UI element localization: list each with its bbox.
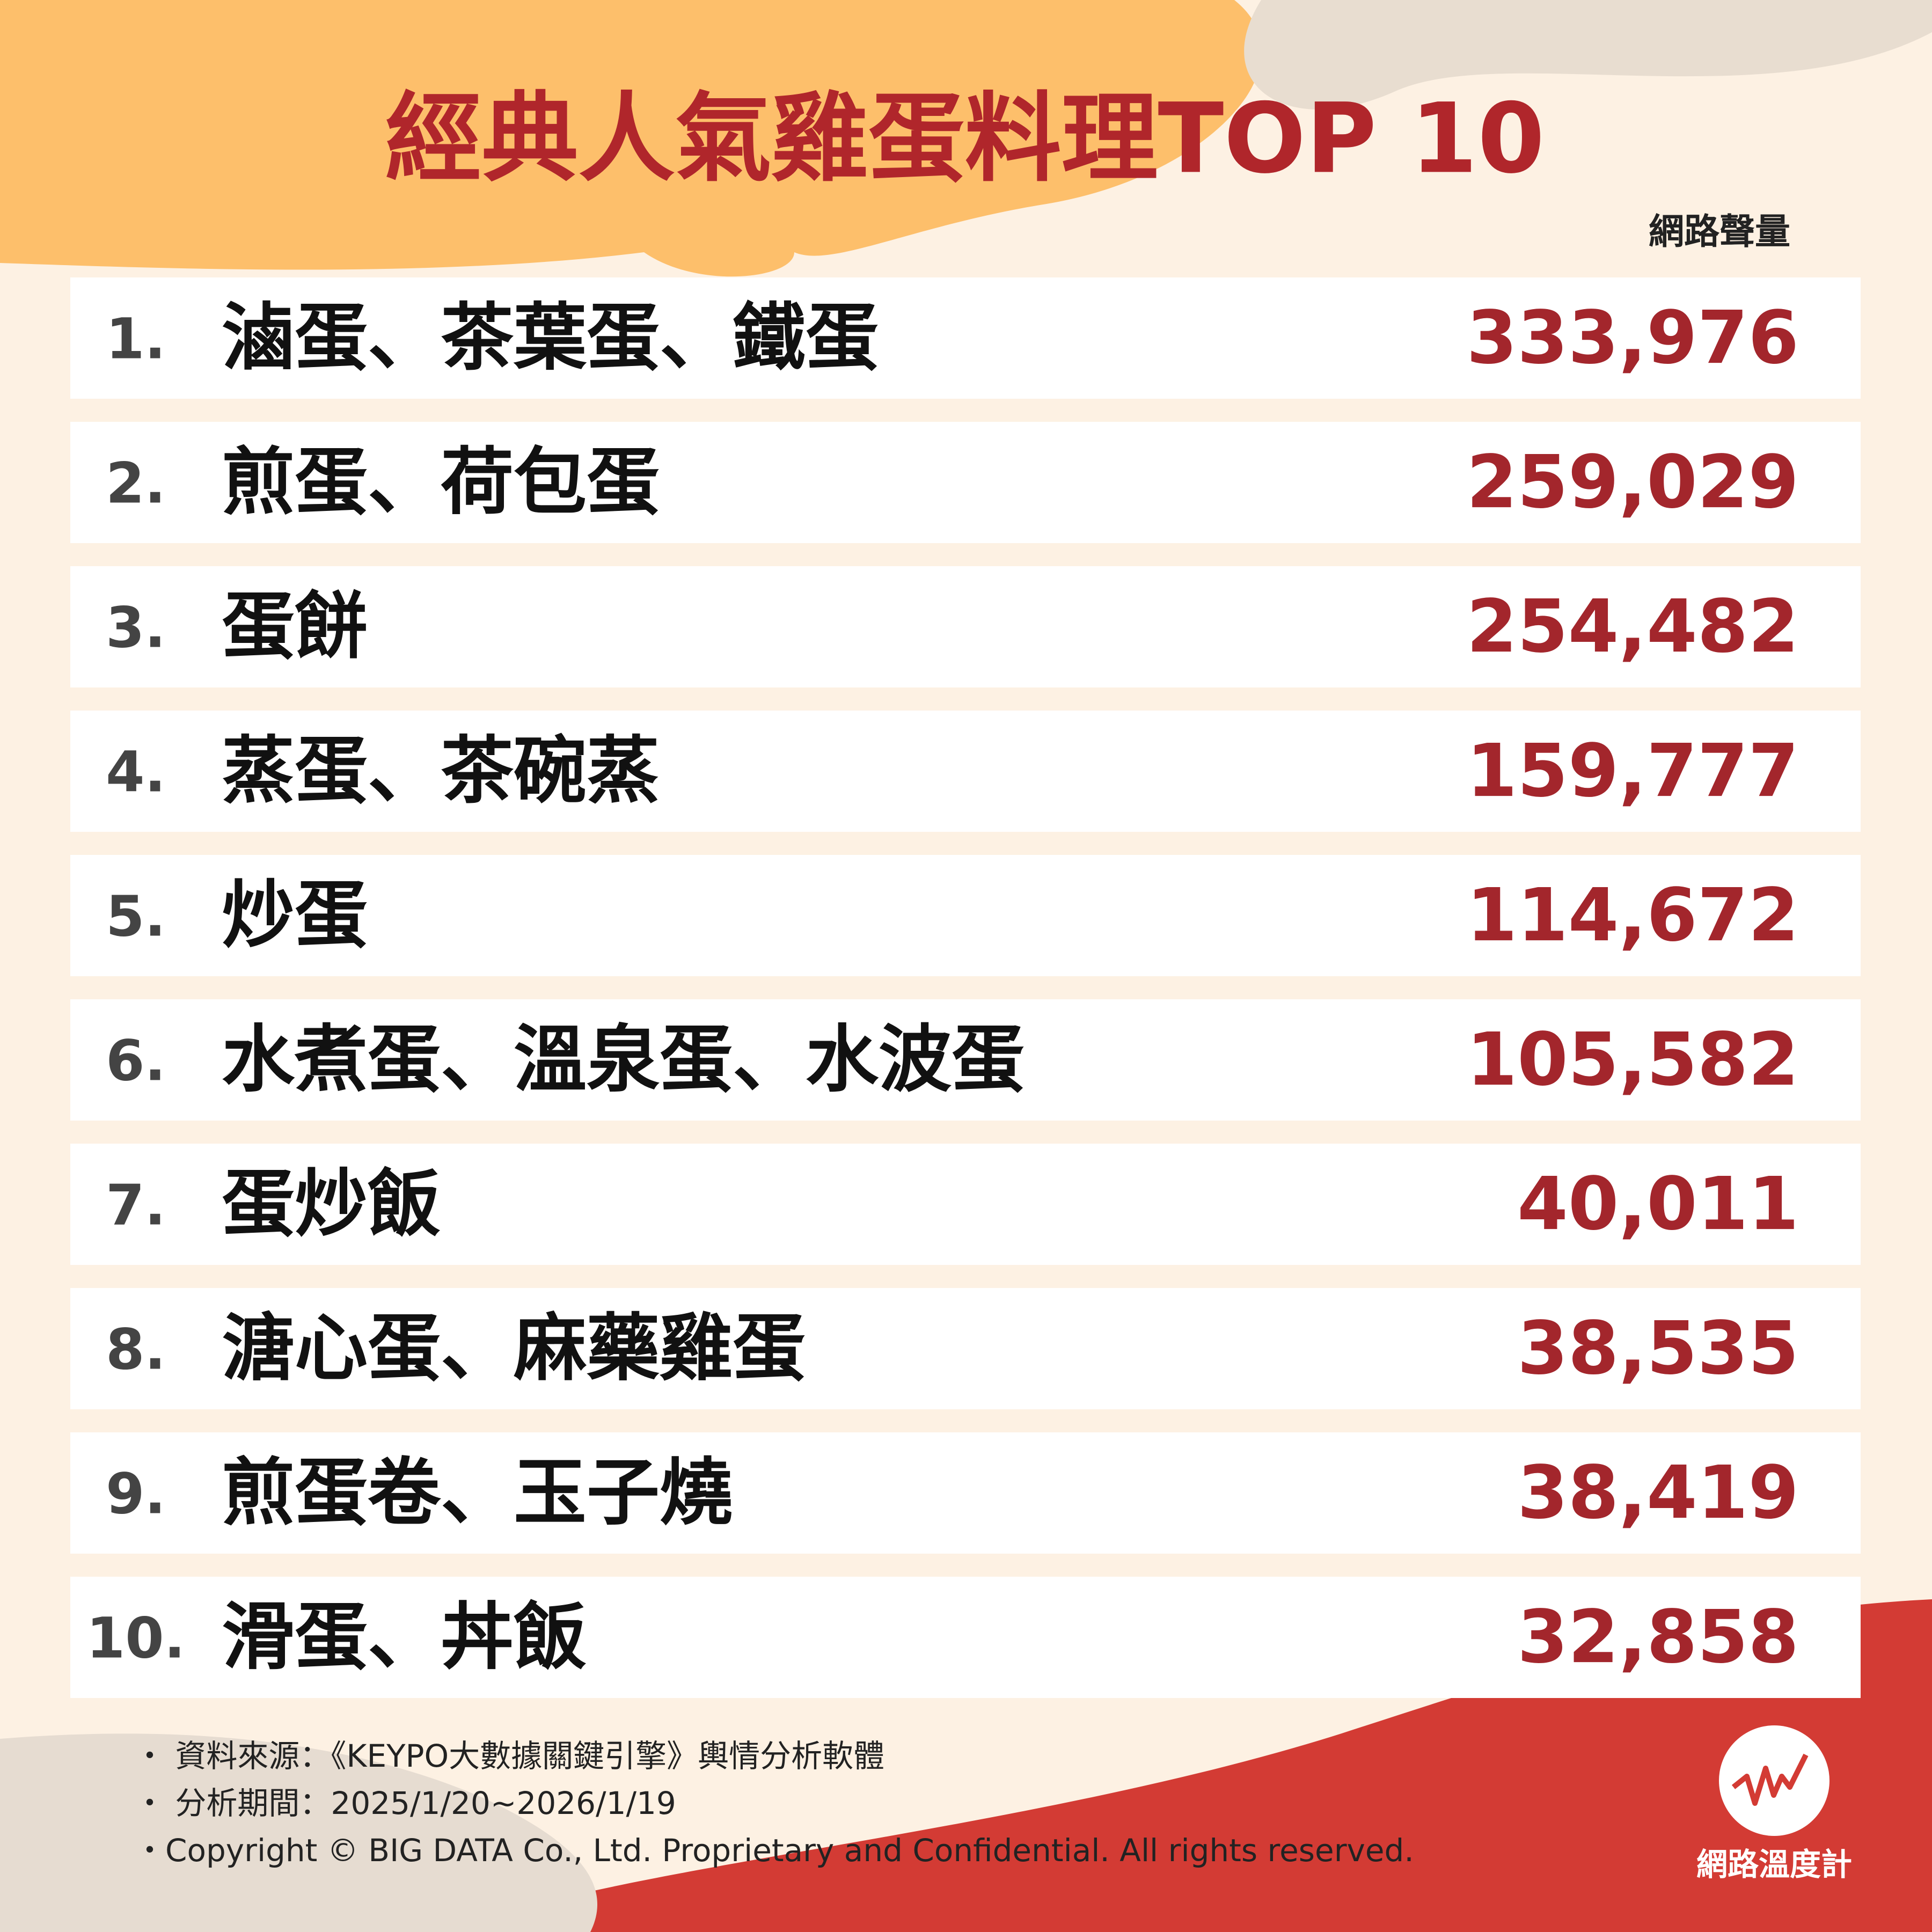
column-label: 網路聲量 xyxy=(1649,211,1790,252)
volume: 114,672 xyxy=(1467,873,1799,958)
row-box xyxy=(70,277,1861,399)
row-box xyxy=(70,422,1861,543)
rank: 2. xyxy=(106,450,166,516)
row: 6. 水煮蛋、溫泉蛋、水波蛋 105,582 xyxy=(70,999,1861,1121)
dish-name: 滷蛋、茶葉蛋、鐵蛋 xyxy=(222,296,879,380)
volume: 38,419 xyxy=(1517,1451,1799,1535)
volume: 259,029 xyxy=(1467,440,1799,525)
blob-gray-top xyxy=(1244,0,1932,109)
dish-name: 煎蛋、荷包蛋 xyxy=(222,440,660,525)
dish-name: 溏心蛋、麻藥雞蛋 xyxy=(222,1306,806,1391)
row: 1. 滷蛋、茶葉蛋、鐵蛋 333,976 xyxy=(70,277,1861,399)
logo-icon xyxy=(1731,1753,1809,1806)
row-box xyxy=(70,1432,1861,1554)
dish-name: 炒蛋 xyxy=(222,873,368,958)
logo-circle xyxy=(1719,1725,1829,1836)
row-box xyxy=(70,999,1861,1121)
row: 3. 蛋餅 254,482 xyxy=(70,566,1861,687)
row: 8. 溏心蛋、麻藥雞蛋 38,535 xyxy=(70,1288,1861,1409)
row-box xyxy=(70,855,1861,976)
rank: 10. xyxy=(86,1605,185,1671)
volume: 159,777 xyxy=(1467,729,1799,814)
row-box xyxy=(70,1577,1861,1698)
blob-gray-bottom xyxy=(0,1733,598,1932)
footer-note: ・Copyright © BIG DATA Co., Ltd. Propriet… xyxy=(134,1832,1414,1869)
dish-name: 水煮蛋、溫泉蛋、水波蛋 xyxy=(222,1018,1024,1102)
row-box xyxy=(70,711,1861,832)
row: 5. 炒蛋 114,672 xyxy=(70,855,1861,976)
row-box xyxy=(70,1288,1861,1409)
rank: 7. xyxy=(106,1172,166,1238)
volume: 38,535 xyxy=(1517,1306,1799,1391)
rank: 9. xyxy=(106,1461,166,1526)
rank: 6. xyxy=(106,1028,166,1093)
dish-name: 蒸蛋、茶碗蒸 xyxy=(222,729,660,814)
row: 9. 煎蛋卷、玉子燒 38,419 xyxy=(70,1432,1861,1554)
dish-name: 蛋炒飯 xyxy=(222,1162,441,1247)
row: 7. 蛋炒飯 40,011 xyxy=(70,1144,1861,1265)
rank: 8. xyxy=(106,1316,166,1382)
rows: 1. 滷蛋、茶葉蛋、鐵蛋 333,976 2. 煎蛋、荷包蛋 259,029 3. 蛋餅 254… xyxy=(70,277,1861,1698)
row-box xyxy=(70,1144,1861,1265)
blob-orange xyxy=(0,0,1262,277)
notes: ・ 資料來源：《KEYPO大數據關鍵引擎》輿情分析軟體・ 分析期間：2025/1… xyxy=(134,1738,1414,1869)
volume: 32,858 xyxy=(1517,1595,1799,1680)
row-box xyxy=(70,566,1861,687)
dish-name: 煎蛋卷、玉子燒 xyxy=(222,1451,733,1535)
volume: 105,582 xyxy=(1467,1018,1799,1102)
rank: 3. xyxy=(106,595,166,660)
volume: 254,482 xyxy=(1467,584,1799,669)
volume: 40,011 xyxy=(1517,1162,1799,1247)
dish-name: 蛋餅 xyxy=(222,584,368,669)
rank: 4. xyxy=(106,739,166,804)
row: 4. 蒸蛋、茶碗蒸 159,777 xyxy=(70,711,1861,832)
rank: 5. xyxy=(106,883,166,949)
volume: 333,976 xyxy=(1467,296,1799,380)
logo-text: 網路溫度計 xyxy=(1696,1846,1852,1883)
footer-note: ・ 分析期間：2025/1/20~2026/1/19 xyxy=(134,1785,676,1821)
row: 10. 滑蛋、丼飯 32,858 xyxy=(70,1577,1861,1698)
rank: 1. xyxy=(106,306,166,371)
row: 2. 煎蛋、荷包蛋 259,029 xyxy=(70,422,1861,543)
dish-name: 滑蛋、丼飯 xyxy=(222,1595,587,1680)
footer-note: ・ 資料來源：《KEYPO大數據關鍵引擎》輿情分析軟體 xyxy=(134,1738,884,1774)
title: 經典人氣雞蛋料理TOP 10 xyxy=(385,83,1545,195)
